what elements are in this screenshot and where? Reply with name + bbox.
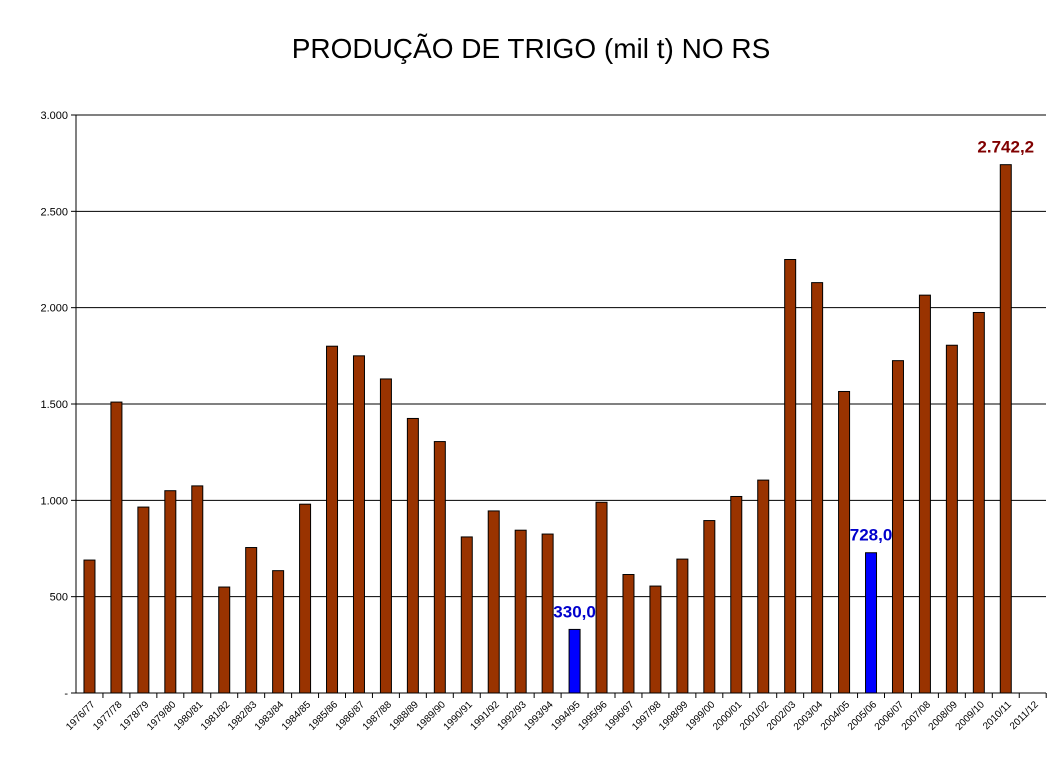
bar-2005-06 [865, 552, 878, 694]
bar-2010-11 [999, 164, 1012, 694]
grid-lines [76, 114, 1046, 598]
bar-2002-03 [784, 259, 797, 694]
bar-2004-05 [838, 390, 851, 694]
bar-2009-10 [972, 311, 985, 694]
data-label: 728,0 [850, 526, 893, 545]
bar-1996-97 [622, 574, 635, 694]
bar-1987-88 [379, 378, 392, 694]
y-tick-label: 1.000 [40, 495, 68, 507]
data-label: 330,0 [553, 602, 596, 621]
bar-1995-96 [595, 501, 608, 694]
bar-1994-95 [568, 628, 581, 694]
bar-1981-82 [218, 586, 231, 694]
y-tick-label: 2.000 [40, 303, 68, 315]
bar-2000-01 [730, 495, 743, 694]
bar-1989-90 [433, 441, 446, 694]
x-tick-label: 2011/12 [1008, 699, 1041, 732]
bar-2008-09 [945, 344, 958, 694]
bar-2003-04 [811, 282, 824, 694]
bar-1978-79 [137, 506, 150, 694]
bar-1991-92 [487, 510, 500, 694]
y-tick-label: 2.500 [40, 206, 68, 218]
bar-1980-81 [191, 485, 204, 694]
bar-1985-86 [326, 345, 339, 694]
x-tick-label: 2010/11 [981, 699, 1014, 732]
bar-1998-99 [676, 558, 689, 694]
bar-1990-91 [460, 536, 473, 694]
y-tick-label: 1.500 [40, 399, 68, 411]
bar-2006-07 [891, 360, 904, 694]
data-label: 2.742,2 [977, 138, 1034, 157]
y-tick-label: 500 [50, 592, 68, 604]
bar-1982-83 [245, 547, 258, 694]
bar-1999-00 [703, 520, 716, 694]
x-tick-label: 2009/10 [954, 699, 988, 733]
axes [75, 115, 1046, 694]
bar-2007-08 [918, 294, 931, 694]
bar-2001-02 [757, 479, 770, 694]
bar-1976-77 [83, 559, 96, 694]
bar-1984-85 [299, 503, 312, 694]
bar-1983-84 [272, 570, 285, 694]
bar-1993-94 [541, 533, 554, 694]
data-labels: 330,0 728,0 2.742,2 [553, 138, 1034, 622]
bar-1977-78 [110, 401, 123, 694]
y-tick-label: - [64, 688, 68, 700]
bar-1997-98 [649, 585, 662, 694]
chart-title: PRODUÇÃO DE TRIGO (mil t) NO RS [292, 33, 771, 64]
bar-1988-89 [406, 417, 419, 694]
x-axis-ticks: 1976/771977/781978/791979/801980/811981/… [64, 693, 1047, 733]
y-tick-label: 3.000 [40, 110, 68, 122]
bars [83, 164, 1012, 694]
bar-1979-80 [164, 490, 177, 694]
bar-1992-93 [514, 529, 527, 694]
y-axis-ticks: - 500 1.000 1.500 2.000 2.500 3.000 [40, 110, 76, 700]
bar-1986-87 [352, 355, 365, 694]
